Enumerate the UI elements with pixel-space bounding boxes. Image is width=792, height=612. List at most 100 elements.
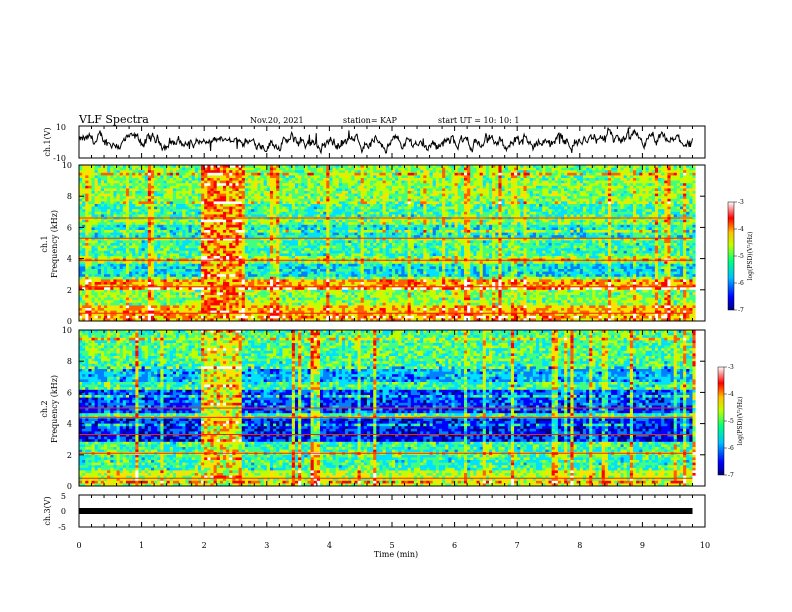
spectrogram-cell: [195, 248, 199, 251]
spectrogram-cell: [207, 183, 211, 186]
spectrogram-cell: [79, 204, 83, 207]
spectrogram-cell: [120, 168, 124, 171]
spectrogram-cell: [176, 199, 180, 202]
spectrogram-cell: [85, 235, 89, 238]
spectrogram-cell: [229, 303, 233, 306]
spectrogram-cell: [326, 256, 330, 259]
spectrogram-cell: [189, 201, 193, 204]
spectrogram-cell: [135, 308, 139, 311]
spectrogram-cell: [311, 303, 315, 306]
spectrogram-cell: [92, 303, 96, 306]
spectrogram-cell: [264, 188, 268, 191]
spectrogram-cell: [92, 225, 96, 228]
spectrogram-cell: [198, 303, 202, 306]
spectrogram-cell: [307, 168, 311, 171]
spectrogram-cell: [226, 282, 230, 285]
spectrogram-cell: [207, 248, 211, 251]
spectrogram-cell: [226, 196, 230, 199]
spectrogram-cell: [264, 214, 268, 217]
spectrogram-cell: [154, 181, 158, 184]
spectrogram-cell: [170, 282, 174, 285]
spectrogram-cell: [101, 199, 105, 202]
spectrogram-cell: [170, 308, 174, 311]
spectrogram-cell: [132, 175, 136, 178]
spectrogram-cell: [320, 214, 324, 217]
spectrogram-cell: [273, 212, 277, 215]
spectrogram-cell: [217, 308, 221, 311]
spectrogram-cell: [217, 292, 221, 295]
spectrogram-cell: [120, 243, 124, 246]
spectrogram-cell: [107, 222, 111, 225]
spectrogram-cell: [307, 214, 311, 217]
spectrogram-cell: [204, 272, 208, 275]
spectrogram-cell: [264, 227, 268, 230]
spectrogram-cell: [279, 243, 283, 246]
spectrogram-cell: [220, 173, 224, 176]
spectrogram-cell: [110, 290, 114, 293]
spectrogram-cell: [226, 269, 230, 272]
spectrogram-cell: [145, 181, 149, 184]
spectrogram-cell: [289, 256, 293, 259]
spectrogram-cell: [142, 256, 146, 259]
spectrogram-cell: [148, 168, 152, 171]
spectrogram-cell: [79, 235, 83, 238]
spectrogram-cell: [248, 300, 252, 303]
spectrogram-cell: [298, 175, 302, 178]
spectrogram-cell: [245, 222, 249, 225]
spectrogram-cell: [110, 253, 114, 256]
spectrogram-cell: [223, 181, 227, 184]
spectrogram-cell: [129, 277, 133, 280]
spectrogram-cell: [95, 235, 99, 238]
spectrogram-cell: [173, 170, 177, 173]
spectrogram-cell: [248, 274, 252, 277]
spectrogram-cell: [189, 183, 193, 186]
spectrogram-cell: [314, 181, 318, 184]
spectrogram-cell: [210, 300, 214, 303]
spectrogram-cell: [307, 204, 311, 207]
spectrogram-cell: [276, 253, 280, 256]
spectrogram-cell: [317, 308, 321, 311]
spectrogram-cell: [304, 230, 308, 233]
spectrogram-cell: [170, 207, 174, 210]
spectrogram-cell: [273, 201, 277, 204]
spectrogram-cell: [239, 240, 243, 243]
spectrogram-cell: [138, 253, 142, 256]
spectrogram-cell: [245, 233, 249, 236]
spectrogram-cell: [251, 243, 255, 246]
spectrogram-cell: [101, 272, 105, 275]
spectrogram-cell: [179, 230, 183, 233]
spectrogram-cell: [192, 266, 196, 269]
spectrogram-cell: [320, 233, 324, 236]
spectrogram-cell: [273, 214, 277, 217]
spectrogram-cell: [317, 183, 321, 186]
spectrogram-cell: [270, 279, 274, 282]
spectrogram-cell: [245, 287, 249, 290]
spectrogram-cell: [179, 188, 183, 191]
spectrogram-cell: [179, 269, 183, 272]
spectrogram-cell: [276, 209, 280, 212]
spectrogram-cell: [123, 235, 127, 238]
spectrogram-cell: [251, 214, 255, 217]
spectrogram-cell: [185, 264, 189, 267]
spectrogram-cell: [326, 308, 330, 311]
spectrogram-cell: [229, 173, 233, 176]
spectrogram-cell: [117, 235, 121, 238]
spectrogram-cell: [145, 240, 149, 243]
spectrogram-cell: [292, 282, 296, 285]
spectrogram-cell: [176, 227, 180, 230]
spectrogram-cell: [107, 181, 111, 184]
spectrogram-cell: [142, 209, 146, 212]
spectrogram-cell: [239, 308, 243, 311]
spectrogram-cell: [273, 178, 277, 181]
spectrogram-cell: [282, 196, 286, 199]
spectrogram-cell: [220, 227, 224, 230]
spectrogram-cell: [92, 230, 96, 233]
spectrogram-cell: [311, 181, 315, 184]
spectrogram-cell: [248, 316, 252, 319]
spectrogram-cell: [154, 186, 158, 189]
spectrogram-cell: [88, 204, 92, 207]
spectrogram-cell: [192, 188, 196, 191]
spectrogram-cell: [304, 191, 308, 194]
spectrogram-cell: [179, 308, 183, 311]
spectrogram-cell: [276, 248, 280, 251]
